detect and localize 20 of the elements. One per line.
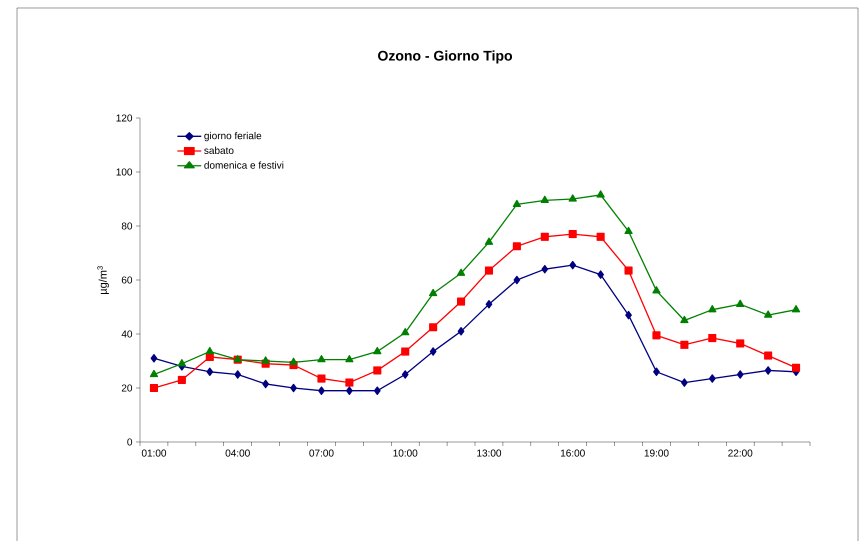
y-tick-label: 80 xyxy=(122,222,132,230)
x-tick-label: 22:00 xyxy=(728,450,752,457)
x-tick-label: 01:00 xyxy=(142,450,166,457)
x-tick-label: 13:00 xyxy=(477,450,502,457)
x-tick-label: 16:00 xyxy=(560,450,585,457)
y-tick-label: 60 xyxy=(122,276,132,284)
x-tick-label: 04:00 xyxy=(226,450,250,457)
y-tick-label: 100 xyxy=(116,168,132,176)
x-tick-label: 07:00 xyxy=(309,450,334,457)
y-tick-label: 20 xyxy=(122,384,132,392)
y-tick-label: 0 xyxy=(127,438,132,446)
legend-label: domenica e festivi xyxy=(204,161,284,169)
legend-label: sabato xyxy=(204,146,234,154)
y-tick-label: 120 xyxy=(116,114,132,122)
legend-label: giorno feriale xyxy=(204,132,262,142)
chart-title: Ozono - Giorno Tipo xyxy=(378,50,512,64)
y-tick-label: 40 xyxy=(122,330,132,338)
y-axis-title: µg/m$^{3}$ xyxy=(97,266,109,294)
x-tick-label: 19:00 xyxy=(644,450,669,457)
x-tick-label: 10:00 xyxy=(393,450,418,457)
